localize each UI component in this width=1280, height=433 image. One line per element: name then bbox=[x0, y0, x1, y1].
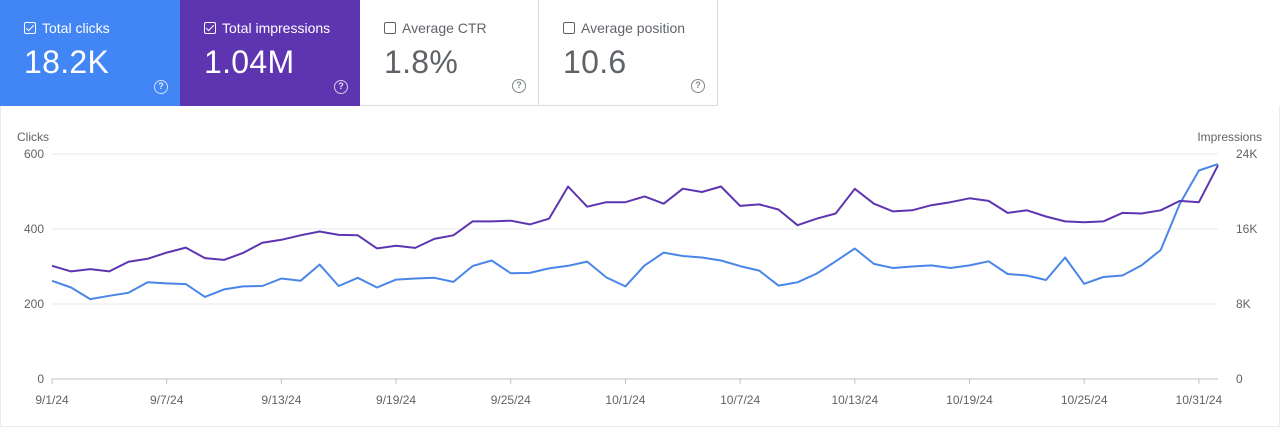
left-tick-label: 200 bbox=[24, 297, 44, 311]
average-ctr-header: Average CTR bbox=[384, 20, 487, 36]
help-icon[interactable]: ? bbox=[154, 80, 168, 94]
average-position-card[interactable]: Average position 10.6 ? bbox=[539, 0, 718, 106]
x-tick-label: 9/13/24 bbox=[261, 393, 301, 407]
series-line-impressions bbox=[51, 164, 1219, 273]
left-tick-label: 0 bbox=[37, 372, 44, 386]
total-impressions-header: Total impressions bbox=[204, 20, 330, 36]
average-ctr-card[interactable]: Average CTR 1.8% ? bbox=[360, 0, 539, 106]
x-tick-label: 9/25/24 bbox=[491, 393, 531, 407]
series-line-clicks bbox=[51, 163, 1219, 301]
total-impressions-card[interactable]: Total impressions 1.04M ? bbox=[180, 0, 360, 106]
average-ctr-label: Average CTR bbox=[402, 20, 487, 36]
average-position-value: 10.6 bbox=[563, 44, 627, 80]
x-axis-ticks: 9/1/24 9/7/24 9/13/24 9/19/24 9/25/24 10/1/24… bbox=[35, 379, 1223, 407]
right-tick-label: 0 bbox=[1236, 372, 1243, 386]
x-tick-label: 10/7/24 bbox=[720, 393, 760, 407]
checkbox-checked-icon[interactable] bbox=[24, 22, 36, 34]
help-icon[interactable]: ? bbox=[512, 79, 526, 93]
checkbox-checked-icon[interactable] bbox=[204, 22, 216, 34]
total-clicks-value: 18.2K bbox=[24, 44, 110, 80]
left-axis-label: Clicks bbox=[17, 130, 49, 144]
x-tick-label: 10/13/24 bbox=[831, 393, 878, 407]
performance-chart: Clicks Impressions 0 200 400 600 0 8K 16K 24K … bbox=[0, 106, 1280, 428]
left-axis-ticks: 0 200 400 600 bbox=[24, 147, 44, 386]
left-tick-label: 400 bbox=[24, 222, 44, 236]
x-tick-label: 10/31/24 bbox=[1176, 393, 1223, 407]
right-axis-ticks: 0 8K 16K 24K bbox=[1236, 147, 1257, 386]
x-tick-label: 9/1/24 bbox=[35, 393, 69, 407]
right-tick-label: 16K bbox=[1236, 222, 1257, 236]
average-ctr-value: 1.8% bbox=[384, 44, 459, 80]
x-tick-label: 10/25/24 bbox=[1061, 393, 1108, 407]
checkbox-unchecked-icon[interactable] bbox=[384, 22, 396, 34]
x-tick-label: 10/19/24 bbox=[946, 393, 993, 407]
help-icon[interactable]: ? bbox=[334, 80, 348, 94]
x-tick-label: 9/19/24 bbox=[376, 393, 416, 407]
gridlines bbox=[52, 153, 1218, 380]
left-tick-label: 600 bbox=[24, 147, 44, 161]
total-impressions-value: 1.04M bbox=[204, 44, 295, 80]
total-clicks-header: Total clicks bbox=[24, 20, 110, 36]
x-tick-label: 9/7/24 bbox=[150, 393, 184, 407]
total-clicks-label: Total clicks bbox=[42, 20, 110, 36]
help-icon[interactable]: ? bbox=[691, 79, 705, 93]
average-position-label: Average position bbox=[581, 20, 686, 36]
right-tick-label: 8K bbox=[1236, 297, 1251, 311]
right-axis-label: Impressions bbox=[1197, 130, 1262, 144]
x-tick-label: 10/1/24 bbox=[605, 393, 645, 407]
total-impressions-label: Total impressions bbox=[222, 20, 331, 36]
total-clicks-card[interactable]: Total clicks 18.2K ? bbox=[0, 0, 180, 106]
metric-cards: Total clicks 18.2K ? Total impressions 1… bbox=[0, 0, 718, 106]
right-tick-label: 24K bbox=[1236, 147, 1257, 161]
checkbox-unchecked-icon[interactable] bbox=[563, 22, 575, 34]
average-position-header: Average position bbox=[563, 20, 685, 36]
series-lines bbox=[51, 163, 1219, 301]
